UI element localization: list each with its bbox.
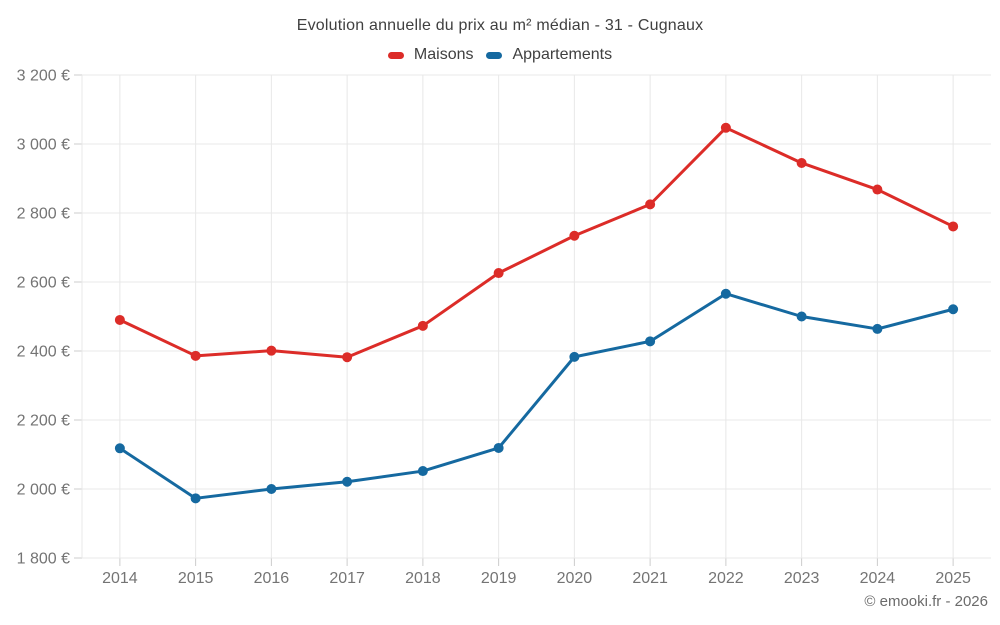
legend-item-maisons[interactable]: Maisons <box>387 46 474 64</box>
legend-swatch-maisons-icon <box>387 51 404 59</box>
data-point-appartements-2020[interactable] <box>569 351 580 362</box>
x-axis-label: 2024 <box>860 570 896 587</box>
data-point-appartements-2017[interactable] <box>342 476 353 487</box>
data-point-maisons-2025[interactable] <box>948 221 959 232</box>
x-axis-label: 2021 <box>632 570 668 587</box>
series-line-appartements <box>118 292 955 500</box>
y-axis-label: 3 200 € <box>17 68 70 85</box>
y-axis-label: 2 400 € <box>17 344 70 361</box>
x-axis-label: 2018 <box>405 570 441 587</box>
data-point-appartements-2025[interactable] <box>948 304 959 315</box>
y-axis-label: 2 800 € <box>17 206 70 223</box>
x-axis-label: 2020 <box>557 570 593 587</box>
data-point-maisons-2017[interactable] <box>342 352 353 363</box>
legend-label-maisons: Maisons <box>413 46 474 63</box>
x-axis-label: 2015 <box>178 570 214 587</box>
data-point-maisons-2016[interactable] <box>266 345 277 356</box>
y-axis-label: 2 600 € <box>17 275 70 292</box>
data-point-maisons-2014[interactable] <box>114 314 125 325</box>
data-point-appartements-2024[interactable] <box>872 323 883 334</box>
data-point-maisons-2019[interactable] <box>493 268 504 279</box>
x-axis-label: 2025 <box>935 570 971 587</box>
data-point-maisons-2022[interactable] <box>720 122 731 133</box>
y-axis-label: 3 000 € <box>17 137 70 154</box>
x-axis-label: 2017 <box>329 570 365 587</box>
series-line-maisons <box>118 126 955 359</box>
y-axis-label: 2 200 € <box>17 413 70 430</box>
data-point-appartements-2016[interactable] <box>266 484 277 494</box>
data-point-appartements-2021[interactable] <box>645 336 656 347</box>
x-axis-label: 2016 <box>254 570 290 587</box>
data-point-maisons-2018[interactable] <box>417 320 428 331</box>
data-point-appartements-2014[interactable] <box>114 443 125 454</box>
legend-item-appartements[interactable]: Appartements <box>486 46 612 64</box>
data-point-appartements-2022[interactable] <box>720 288 731 299</box>
data-point-appartements-2023[interactable] <box>796 311 807 322</box>
y-axis-label: 1 800 € <box>17 551 70 568</box>
chart-title: Evolution annuelle du prix au m² médian … <box>296 17 704 34</box>
data-point-appartements-2019[interactable] <box>493 442 504 453</box>
data-point-appartements-2018[interactable] <box>417 466 428 477</box>
data-point-maisons-2024[interactable] <box>872 184 883 195</box>
x-axis-label: 2023 <box>784 570 820 587</box>
x-axis-label: 2019 <box>481 570 517 587</box>
y-axis-label: 2 000 € <box>17 482 70 499</box>
data-point-maisons-2015[interactable] <box>190 350 201 361</box>
x-axis-label: 2014 <box>102 570 138 587</box>
legend-label-appartements: Appartements <box>512 46 613 63</box>
chart-legend: Maisons Appartements <box>0 46 1000 64</box>
x-axis-label: 2022 <box>708 570 744 587</box>
data-point-maisons-2023[interactable] <box>796 157 807 168</box>
legend-swatch-appartements-icon <box>486 51 503 59</box>
footer-credit: © emooki.fr - 2026 <box>864 593 988 610</box>
data-point-maisons-2020[interactable] <box>569 230 580 241</box>
data-point-appartements-2015[interactable] <box>190 493 201 504</box>
data-point-maisons-2021[interactable] <box>645 199 656 210</box>
